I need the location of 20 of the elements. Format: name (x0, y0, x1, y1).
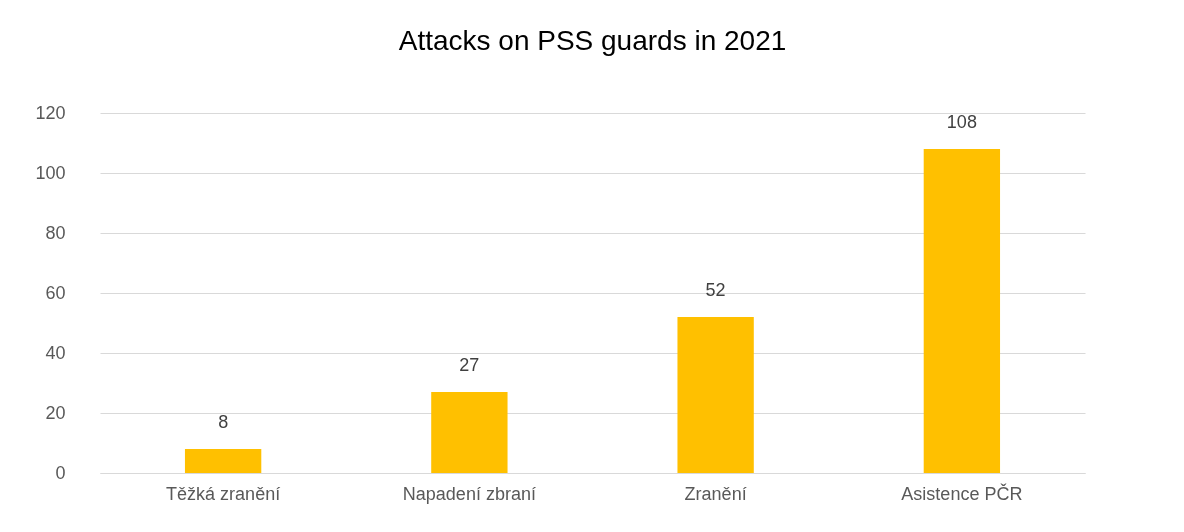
y-tick-label: 80 (45, 222, 66, 243)
x-tick-label: Zranění (684, 483, 747, 504)
y-tick-label: 120 (35, 102, 66, 123)
bar (431, 392, 508, 473)
bar (677, 317, 754, 473)
data-label: 8 (218, 412, 229, 432)
y-tick-label: 40 (45, 342, 66, 363)
y-tick-label: 20 (45, 402, 66, 423)
data-label: 27 (459, 355, 480, 375)
y-tick-label: 100 (35, 162, 66, 183)
data-label: 52 (705, 280, 726, 300)
chart-title: Attacks on PSS guards in 2021 (398, 25, 787, 56)
bar (923, 149, 1001, 473)
x-tick-label: Napadení zbraní (402, 483, 536, 504)
bar (184, 449, 262, 473)
x-tick-label: Asistence PČR (901, 482, 1023, 504)
y-tick-label: 60 (45, 282, 66, 303)
data-label: 108 (946, 112, 977, 132)
x-tick-label: Těžká zranění (166, 483, 281, 504)
y-tick-label: 0 (55, 462, 66, 483)
